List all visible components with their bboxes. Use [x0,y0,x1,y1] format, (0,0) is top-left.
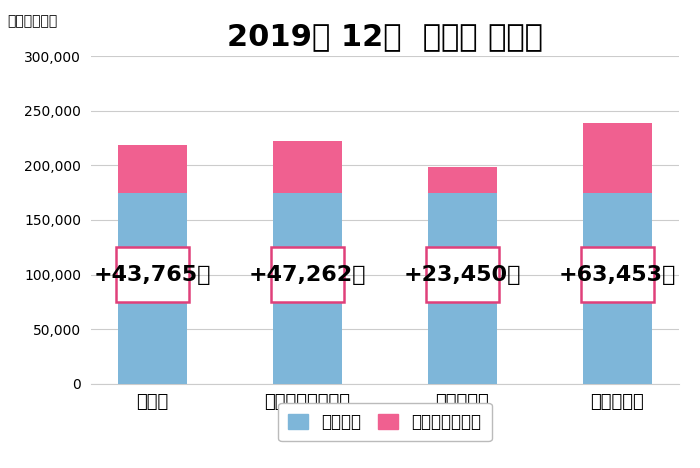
Bar [582,193,652,384]
Title: 2019年 12月  東京都 正社員: 2019年 12月 東京都 正社員 [227,22,543,51]
Bar [581,247,654,302]
Legend: 最低賃金, 最低賃金との差: 最低賃金, 最低賃金との差 [279,403,491,441]
Bar [116,247,189,302]
Bar [426,247,499,302]
Bar [273,193,342,384]
Text: +47,262円: +47,262円 [248,264,366,285]
Text: +43,765円: +43,765円 [94,264,211,285]
Text: +63,453円: +63,453円 [559,264,676,285]
Bar [118,193,188,384]
Bar [428,167,497,193]
Bar [582,124,652,193]
Bar [428,193,497,384]
Bar [118,145,188,193]
Text: （単位：円）: （単位：円） [7,14,57,28]
Bar [271,247,344,302]
Bar [273,141,342,193]
Text: +23,450円: +23,450円 [404,264,522,285]
